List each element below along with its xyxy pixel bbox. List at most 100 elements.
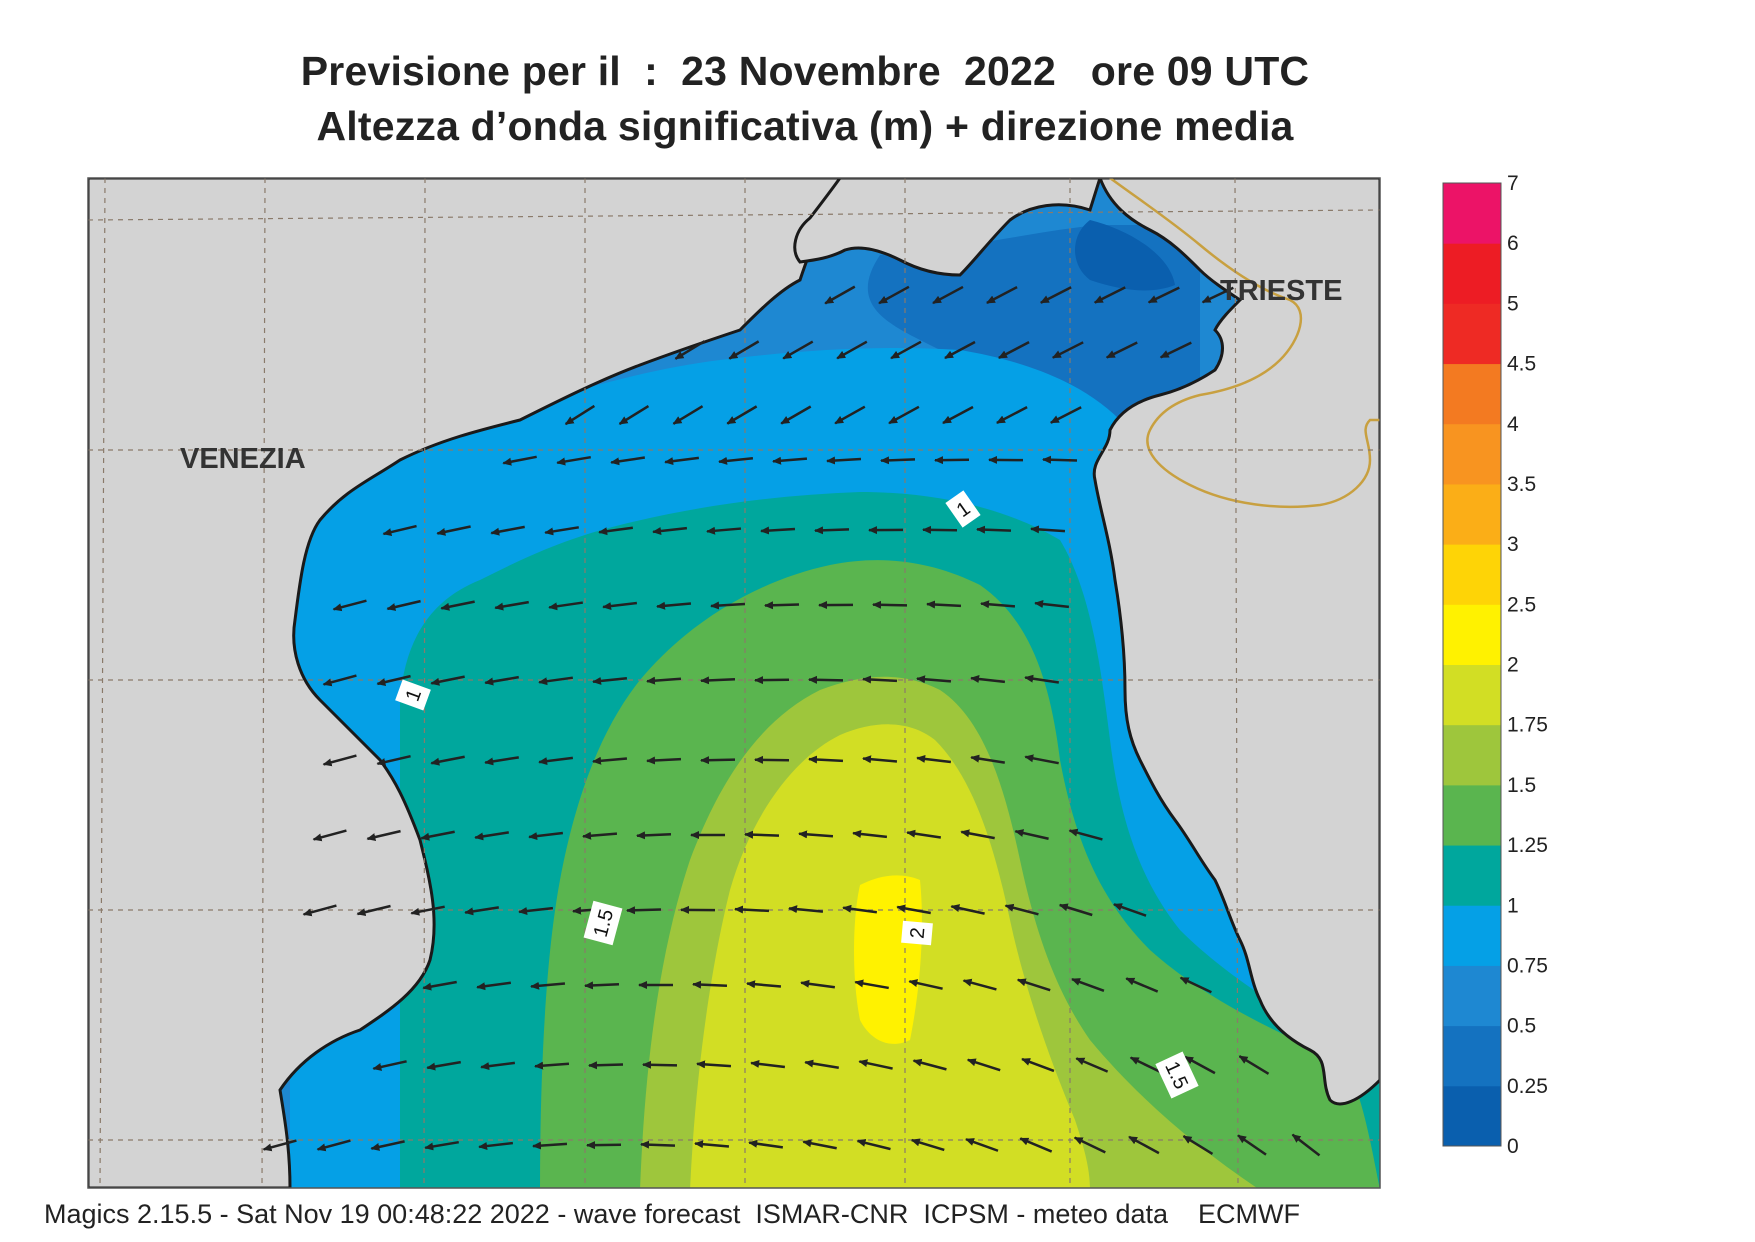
direction-arrow bbox=[610, 456, 646, 466]
direction-arrow bbox=[582, 831, 618, 840]
direction-arrow bbox=[906, 829, 941, 839]
direction-arrow bbox=[922, 525, 958, 534]
direction-arrow bbox=[372, 1060, 407, 1071]
direction-arrow bbox=[646, 756, 682, 765]
direction-arrow bbox=[824, 285, 856, 305]
direction-arrow bbox=[556, 455, 591, 466]
direction-arrow bbox=[544, 526, 579, 536]
direction-arrow bbox=[808, 755, 844, 764]
colorbar-level-label: 2.5 bbox=[1507, 593, 1536, 616]
direction-arrow bbox=[746, 980, 782, 989]
national-border bbox=[1109, 178, 1380, 509]
direction-arrow bbox=[262, 1139, 297, 1152]
direction-arrow bbox=[640, 1140, 676, 1149]
direction-arrow bbox=[942, 405, 974, 425]
direction-arrow bbox=[800, 979, 836, 989]
colorbar-level-label: 1.25 bbox=[1507, 834, 1548, 857]
direction-arrow bbox=[748, 1139, 784, 1149]
direction-arrow bbox=[944, 340, 976, 360]
colorbar-swatch bbox=[1443, 1085, 1501, 1147]
colorbar-swatch bbox=[1443, 905, 1501, 966]
direction-arrow bbox=[980, 600, 1016, 609]
direction-arrow bbox=[910, 1138, 945, 1152]
direction-arrow bbox=[420, 830, 455, 841]
colorbar-level-label: 4.5 bbox=[1507, 353, 1536, 376]
direction-arrow bbox=[672, 405, 704, 425]
colorbar-swatch bbox=[1443, 423, 1501, 485]
direction-arrow bbox=[760, 526, 796, 535]
direction-arrow bbox=[1073, 1136, 1106, 1154]
direction-arrow bbox=[970, 675, 1006, 684]
direction-arrow bbox=[932, 285, 964, 305]
direction-arrow bbox=[1129, 1056, 1162, 1074]
direction-arrow bbox=[976, 525, 1012, 534]
direction-arrow bbox=[960, 829, 995, 840]
colorbar-level-label: 3.5 bbox=[1507, 473, 1536, 496]
direction-arrow bbox=[852, 830, 888, 839]
direction-arrow bbox=[1016, 978, 1051, 992]
direction-arrow bbox=[302, 904, 337, 917]
colorbar-level-label: 0.5 bbox=[1507, 1015, 1536, 1038]
direction-arrow bbox=[908, 979, 943, 990]
direction-arrow bbox=[808, 675, 844, 684]
direction-arrow bbox=[996, 406, 1028, 424]
colorbar-level-label: 0.25 bbox=[1507, 1075, 1548, 1098]
wave-direction-arrows bbox=[262, 285, 1321, 1157]
direction-arrow bbox=[856, 1138, 891, 1151]
direction-arrow bbox=[1075, 1057, 1109, 1073]
direction-arrow bbox=[424, 1140, 459, 1151]
direction-arrow bbox=[518, 906, 554, 915]
direction-arrow bbox=[538, 756, 574, 766]
direction-arrow bbox=[322, 674, 357, 687]
direction-arrow bbox=[986, 286, 1018, 304]
direction-arrow bbox=[1093, 286, 1126, 304]
direction-arrow bbox=[618, 404, 650, 426]
direction-arrow bbox=[1159, 341, 1192, 359]
colorbar-level-label: 1 bbox=[1507, 894, 1519, 917]
direction-arrow bbox=[862, 755, 898, 764]
direction-arrow bbox=[656, 601, 692, 610]
direction-arrow bbox=[1049, 406, 1082, 424]
direction-arrow bbox=[528, 831, 564, 841]
direction-arrow bbox=[370, 1140, 405, 1151]
direction-arrow bbox=[592, 676, 628, 685]
direction-arrow bbox=[538, 676, 574, 686]
direction-arrow bbox=[872, 600, 908, 609]
direction-arrow bbox=[780, 405, 812, 425]
city-label-trieste: TRIESTE bbox=[1220, 275, 1342, 307]
direction-arrow bbox=[376, 754, 411, 766]
direction-arrow bbox=[592, 756, 628, 765]
direction-arrow bbox=[734, 905, 770, 914]
direction-arrow bbox=[728, 340, 760, 360]
colorbar-swatch bbox=[1443, 243, 1501, 304]
direction-arrow bbox=[376, 674, 411, 686]
direction-arrow bbox=[322, 754, 357, 767]
colorbar-swatch bbox=[1443, 303, 1501, 365]
direction-arrow bbox=[598, 526, 634, 536]
direction-arrow bbox=[804, 1059, 839, 1070]
contour-label-2: 2 bbox=[901, 920, 933, 946]
colorbar-level-label: 5 bbox=[1507, 292, 1519, 315]
direction-arrow bbox=[854, 979, 889, 990]
colorbar-swatch bbox=[1443, 724, 1501, 786]
direction-arrow bbox=[1024, 674, 1060, 684]
direction-arrow bbox=[694, 1140, 730, 1149]
direction-arrow bbox=[880, 456, 916, 465]
direction-arrow bbox=[642, 1060, 678, 1069]
direction-arrow bbox=[1068, 828, 1103, 841]
direction-arrow bbox=[534, 1061, 570, 1070]
direction-arrow bbox=[696, 1060, 732, 1069]
direction-arrow bbox=[782, 340, 814, 360]
direction-arrow bbox=[1147, 286, 1180, 304]
direction-arrow bbox=[588, 1061, 624, 1070]
direction-arrow bbox=[530, 981, 566, 990]
direction-arrow bbox=[1184, 1055, 1216, 1075]
direction-arrow bbox=[842, 904, 878, 914]
direction-arrow bbox=[602, 601, 638, 611]
direction-arrow bbox=[484, 675, 519, 686]
direction-arrow bbox=[1113, 903, 1147, 917]
direction-arrow bbox=[548, 601, 584, 611]
direction-arrow bbox=[366, 829, 401, 841]
direction-arrow bbox=[502, 455, 537, 466]
city-label-venezia: VENEZIA bbox=[180, 443, 306, 475]
